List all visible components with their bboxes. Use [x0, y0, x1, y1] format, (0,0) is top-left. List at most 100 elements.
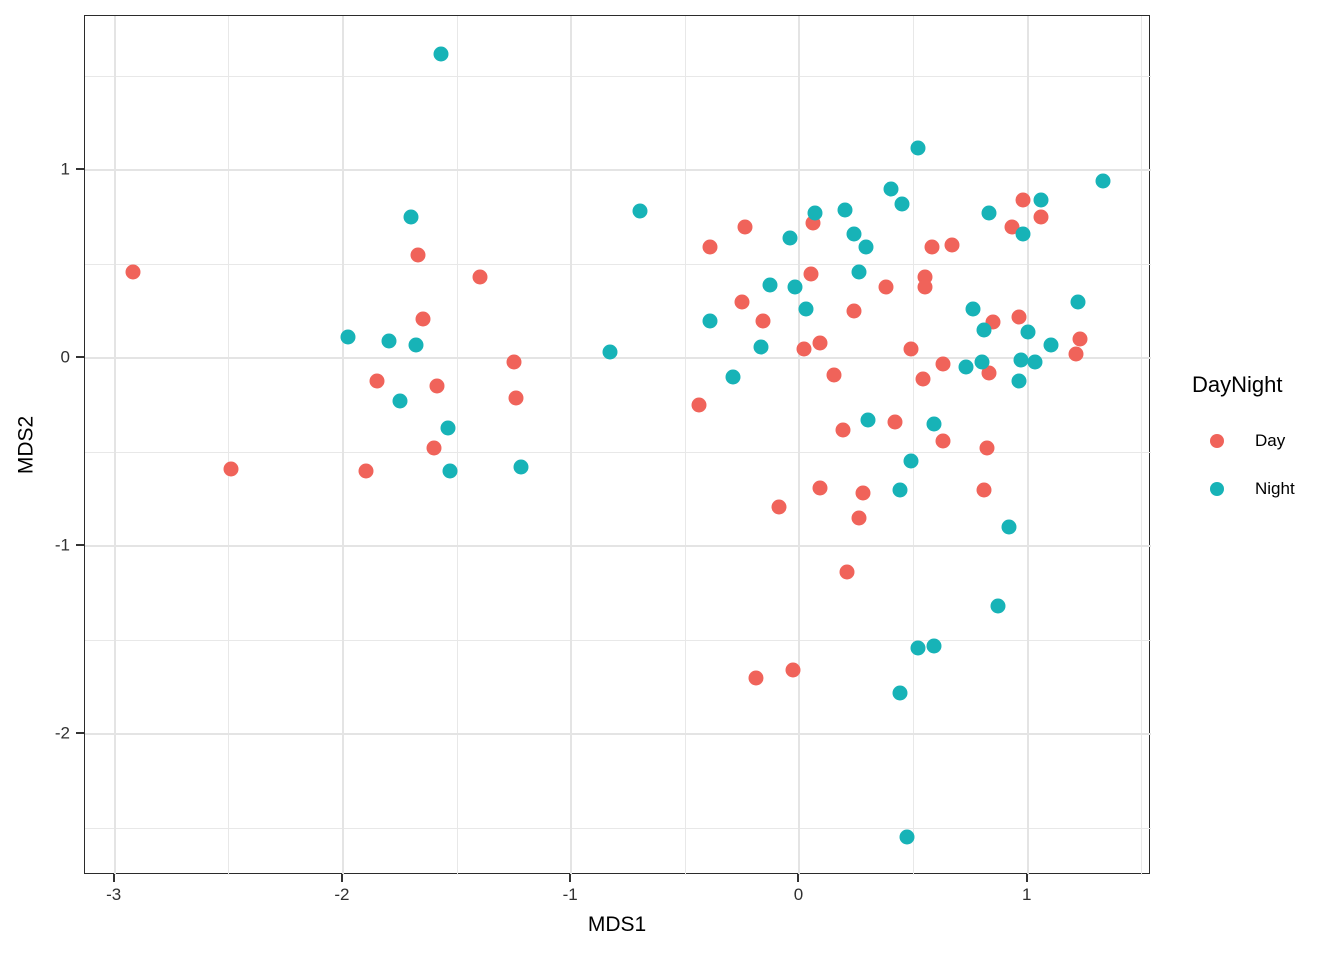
data-point-night [846, 226, 862, 242]
data-point-day [846, 303, 862, 319]
data-point-night [926, 638, 942, 654]
data-point-day [223, 461, 239, 477]
data-point-night [807, 205, 823, 221]
data-point-night [392, 393, 408, 409]
data-point-night [762, 277, 778, 293]
legend-item-night: Night [1180, 472, 1340, 506]
data-point-day [878, 279, 894, 295]
data-point-night [1013, 352, 1029, 368]
legend-label-day: Day [1255, 431, 1286, 450]
x-axis-tick-label: -1 [562, 885, 578, 904]
data-point-night [381, 333, 397, 349]
data-point-day [734, 294, 750, 310]
data-point-day [826, 367, 842, 383]
data-point-night [408, 337, 424, 353]
y-axis-title: MDS2 [14, 415, 38, 475]
data-point-day [839, 564, 855, 580]
y-major-gridline [85, 545, 1151, 548]
x-minor-gridline [684, 16, 686, 875]
data-point-night [851, 264, 867, 280]
x-axis-tick [340, 874, 343, 882]
y-axis-tick [76, 544, 84, 547]
data-point-day [785, 662, 801, 678]
data-point-night [433, 46, 449, 62]
x-axis-tick [569, 874, 572, 882]
data-point-night [782, 230, 798, 246]
data-point-day [981, 365, 997, 381]
data-point-night [894, 196, 910, 212]
data-point-night [403, 209, 419, 225]
data-point-day [415, 311, 431, 327]
data-point-night [883, 181, 899, 197]
data-point-day [369, 373, 385, 389]
legend-night-dot-icon [1210, 482, 1224, 496]
y-minor-gridline [85, 451, 1151, 453]
data-point-day [935, 433, 951, 449]
plot-panel [84, 15, 1151, 875]
data-point-night [1027, 354, 1043, 370]
data-point-night [1043, 337, 1059, 353]
data-point-night [1020, 324, 1036, 340]
y-major-gridline [85, 357, 1151, 360]
data-point-night [981, 205, 997, 221]
data-point-night [1015, 226, 1031, 242]
data-point-day [755, 313, 771, 328]
data-point-day [835, 422, 851, 438]
data-point-night [910, 140, 926, 156]
x-axis-tick-label: 0 [793, 885, 804, 904]
data-point-day [125, 264, 141, 280]
data-point-day [915, 371, 931, 387]
data-point-day [803, 266, 819, 281]
y-minor-gridline [85, 827, 1151, 829]
data-point-day [812, 480, 828, 496]
data-point-day [1004, 219, 1020, 235]
x-minor-gridline [1141, 16, 1143, 875]
data-point-night [725, 369, 741, 385]
data-point-night [440, 420, 456, 436]
data-point-day [508, 390, 524, 406]
data-point-night [787, 279, 803, 295]
data-point-night [602, 344, 618, 360]
data-point-day [812, 335, 828, 351]
data-point-night [837, 202, 853, 218]
data-point-day [1068, 346, 1084, 362]
legend-label-night: Night [1255, 479, 1295, 498]
data-point-night [702, 313, 718, 328]
data-point-night [990, 598, 1006, 614]
data-point-day [935, 356, 951, 372]
y-axis-tick-label: 0 [60, 347, 70, 367]
data-point-day [887, 414, 903, 430]
data-point-day [917, 279, 933, 295]
data-point-night [1001, 519, 1017, 535]
x-major-gridline [798, 16, 801, 875]
data-point-day [924, 239, 940, 255]
data-point-day [851, 510, 867, 526]
x-axis-tick-label: -3 [106, 885, 122, 904]
x-major-gridline [113, 16, 116, 875]
data-point-night [903, 453, 919, 469]
y-major-gridline [85, 733, 1151, 736]
data-point-night [1095, 173, 1111, 189]
data-point-day [410, 247, 426, 263]
data-point-night [798, 301, 814, 317]
y-axis-tick [76, 732, 84, 735]
legend-item-day: Day [1180, 424, 1340, 458]
data-point-night [926, 416, 942, 432]
x-axis-tick [112, 874, 115, 882]
data-point-day [429, 378, 445, 394]
data-point-day [976, 482, 992, 498]
data-point-night [892, 482, 908, 498]
y-minor-gridline [85, 263, 1151, 265]
x-axis-tick [1025, 874, 1028, 882]
data-point-night [1011, 373, 1027, 389]
data-point-day [771, 499, 787, 515]
data-point-day [855, 485, 871, 501]
x-minor-gridline [913, 16, 915, 875]
legend-day-dot-icon [1210, 434, 1224, 448]
data-point-night [965, 301, 981, 317]
x-minor-gridline [456, 16, 458, 875]
y-axis-tick-label: -2 [54, 723, 70, 743]
data-point-day [506, 354, 522, 370]
y-axis-tick-label: -1 [54, 535, 70, 555]
